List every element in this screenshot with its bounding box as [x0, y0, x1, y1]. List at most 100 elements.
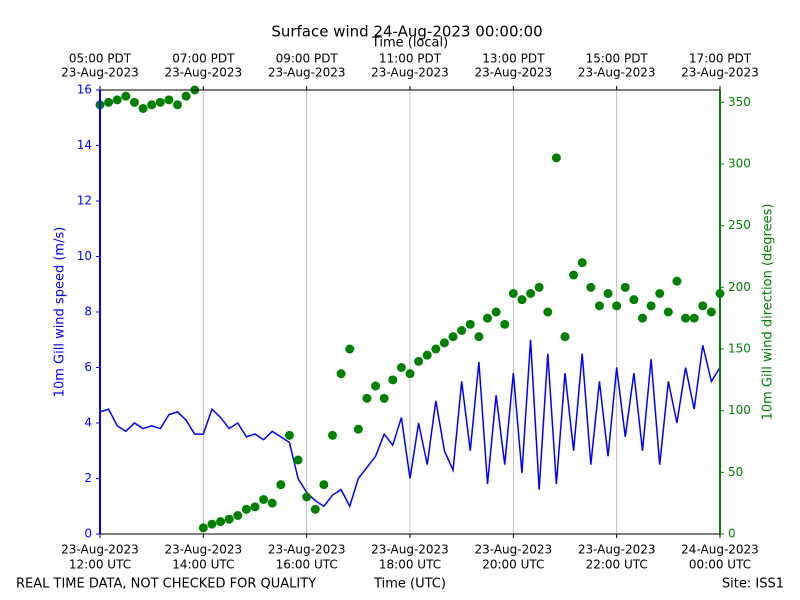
direction-point [388, 375, 398, 385]
direction-point [706, 307, 716, 317]
direction-point [500, 319, 510, 329]
x-tick-label: 18:00 UTC [379, 558, 441, 572]
direction-point [336, 369, 346, 379]
y2-tick-label: 250 [728, 218, 751, 232]
top-axis-label: Time (local) [371, 36, 448, 51]
top-x-tick-label: 17:00 PDT [689, 52, 752, 66]
x-tick-label: 23-Aug-2023 [475, 543, 553, 557]
direction-point [310, 504, 320, 514]
x-tick-label: 24-Aug-2023 [681, 543, 759, 557]
y-tick-label: 2 [84, 471, 92, 485]
direction-point [379, 393, 389, 403]
y2-tick-label: 150 [728, 342, 751, 356]
direction-point [241, 504, 251, 514]
top-x-tick-label: 07:00 PDT [172, 52, 235, 66]
direction-point [129, 97, 139, 107]
direction-point [681, 313, 691, 323]
y2-tick-label: 200 [728, 280, 751, 294]
direction-point [396, 363, 406, 372]
direction-point [646, 301, 656, 311]
direction-point [534, 282, 544, 292]
top-x-tick-label: 23-Aug-2023 [165, 66, 243, 80]
y2-tick-label: 0 [728, 527, 736, 541]
direction-point [155, 97, 165, 107]
footer-right: Site: ISS1 [722, 577, 784, 592]
x-tick-label: 12:00 UTC [69, 558, 131, 572]
direction-point [104, 97, 114, 107]
direction-point [638, 313, 647, 323]
top-x-tick-label: 23-Aug-2023 [371, 66, 449, 80]
direction-point [414, 356, 424, 366]
direction-point [655, 289, 665, 298]
direction-point [474, 332, 484, 342]
direction-point [629, 295, 639, 305]
y-axis-label: 10m Gill wind speed (m/s) [53, 227, 68, 398]
direction-point [457, 326, 467, 335]
direction-point [121, 91, 131, 101]
direction-point [224, 514, 234, 524]
direction-point [362, 393, 372, 403]
direction-point [551, 153, 561, 163]
direction-point [594, 301, 604, 311]
direction-point [216, 517, 226, 527]
direction-point [345, 344, 355, 354]
direction-point [147, 100, 157, 110]
direction-point [293, 455, 303, 465]
y-tick-label: 8 [84, 305, 92, 319]
x-tick-label: 22:00 UTC [586, 558, 648, 572]
direction-point [465, 319, 475, 329]
speed-line [99, 339, 721, 509]
direction-point [517, 295, 527, 305]
chart-title: Surface wind 24-Aug-2023 00:00:00 [271, 23, 542, 41]
x-tick-label: 14:00 UTC [172, 558, 234, 572]
y-tick-label: 16 [77, 83, 92, 97]
direction-point [560, 332, 570, 342]
direction-point [543, 307, 553, 317]
direction-point [267, 498, 277, 508]
x-tick-label: 23-Aug-2023 [371, 543, 449, 557]
direction-point [577, 258, 587, 268]
x-tick-label: 23-Aug-2023 [165, 543, 243, 557]
x-tick-label: 23-Aug-2023 [578, 543, 656, 557]
top-x-tick-label: 11:00 PDT [379, 52, 442, 66]
direction-point [138, 104, 148, 113]
top-x-tick-label: 23-Aug-2023 [475, 66, 553, 80]
x-tick-label: 20:00 UTC [482, 558, 544, 572]
direction-point [508, 289, 518, 298]
direction-point [586, 282, 596, 292]
y2-tick-label: 300 [728, 157, 751, 171]
top-x-tick-label: 23-Aug-2023 [61, 66, 139, 80]
direction-point [207, 519, 217, 529]
direction-point [689, 313, 699, 323]
direction-point [259, 494, 269, 504]
direction-point [198, 523, 208, 533]
direction-point [302, 492, 312, 502]
direction-point [181, 91, 191, 101]
direction-point [603, 289, 613, 298]
x-axis-label: Time (UTC) [373, 577, 446, 592]
top-x-tick-label: 23-Aug-2023 [578, 66, 656, 80]
x-tick-label: 16:00 UTC [276, 558, 338, 572]
direction-point [250, 502, 260, 512]
top-x-tick-label: 13:00 PDT [482, 52, 545, 66]
x-tick-label: 23-Aug-2023 [268, 543, 346, 557]
y-tick-label: 6 [84, 360, 92, 374]
top-x-tick-label: 09:00 PDT [276, 52, 339, 66]
direction-point [353, 424, 363, 434]
direction-point [483, 313, 492, 323]
direction-point [620, 282, 630, 292]
direction-point [371, 381, 381, 391]
y-tick-label: 10 [77, 249, 92, 263]
direction-point [173, 100, 182, 110]
top-x-tick-label: 23-Aug-2023 [681, 66, 759, 80]
direction-point [164, 95, 174, 105]
direction-point [422, 350, 432, 360]
direction-point [526, 289, 536, 298]
y-tick-label: 0 [84, 527, 92, 541]
top-x-tick-label: 15:00 PDT [586, 52, 649, 66]
x-tick-label: 00:00 UTC [689, 558, 751, 572]
direction-point [491, 307, 501, 317]
y-tick-label: 12 [77, 194, 92, 208]
